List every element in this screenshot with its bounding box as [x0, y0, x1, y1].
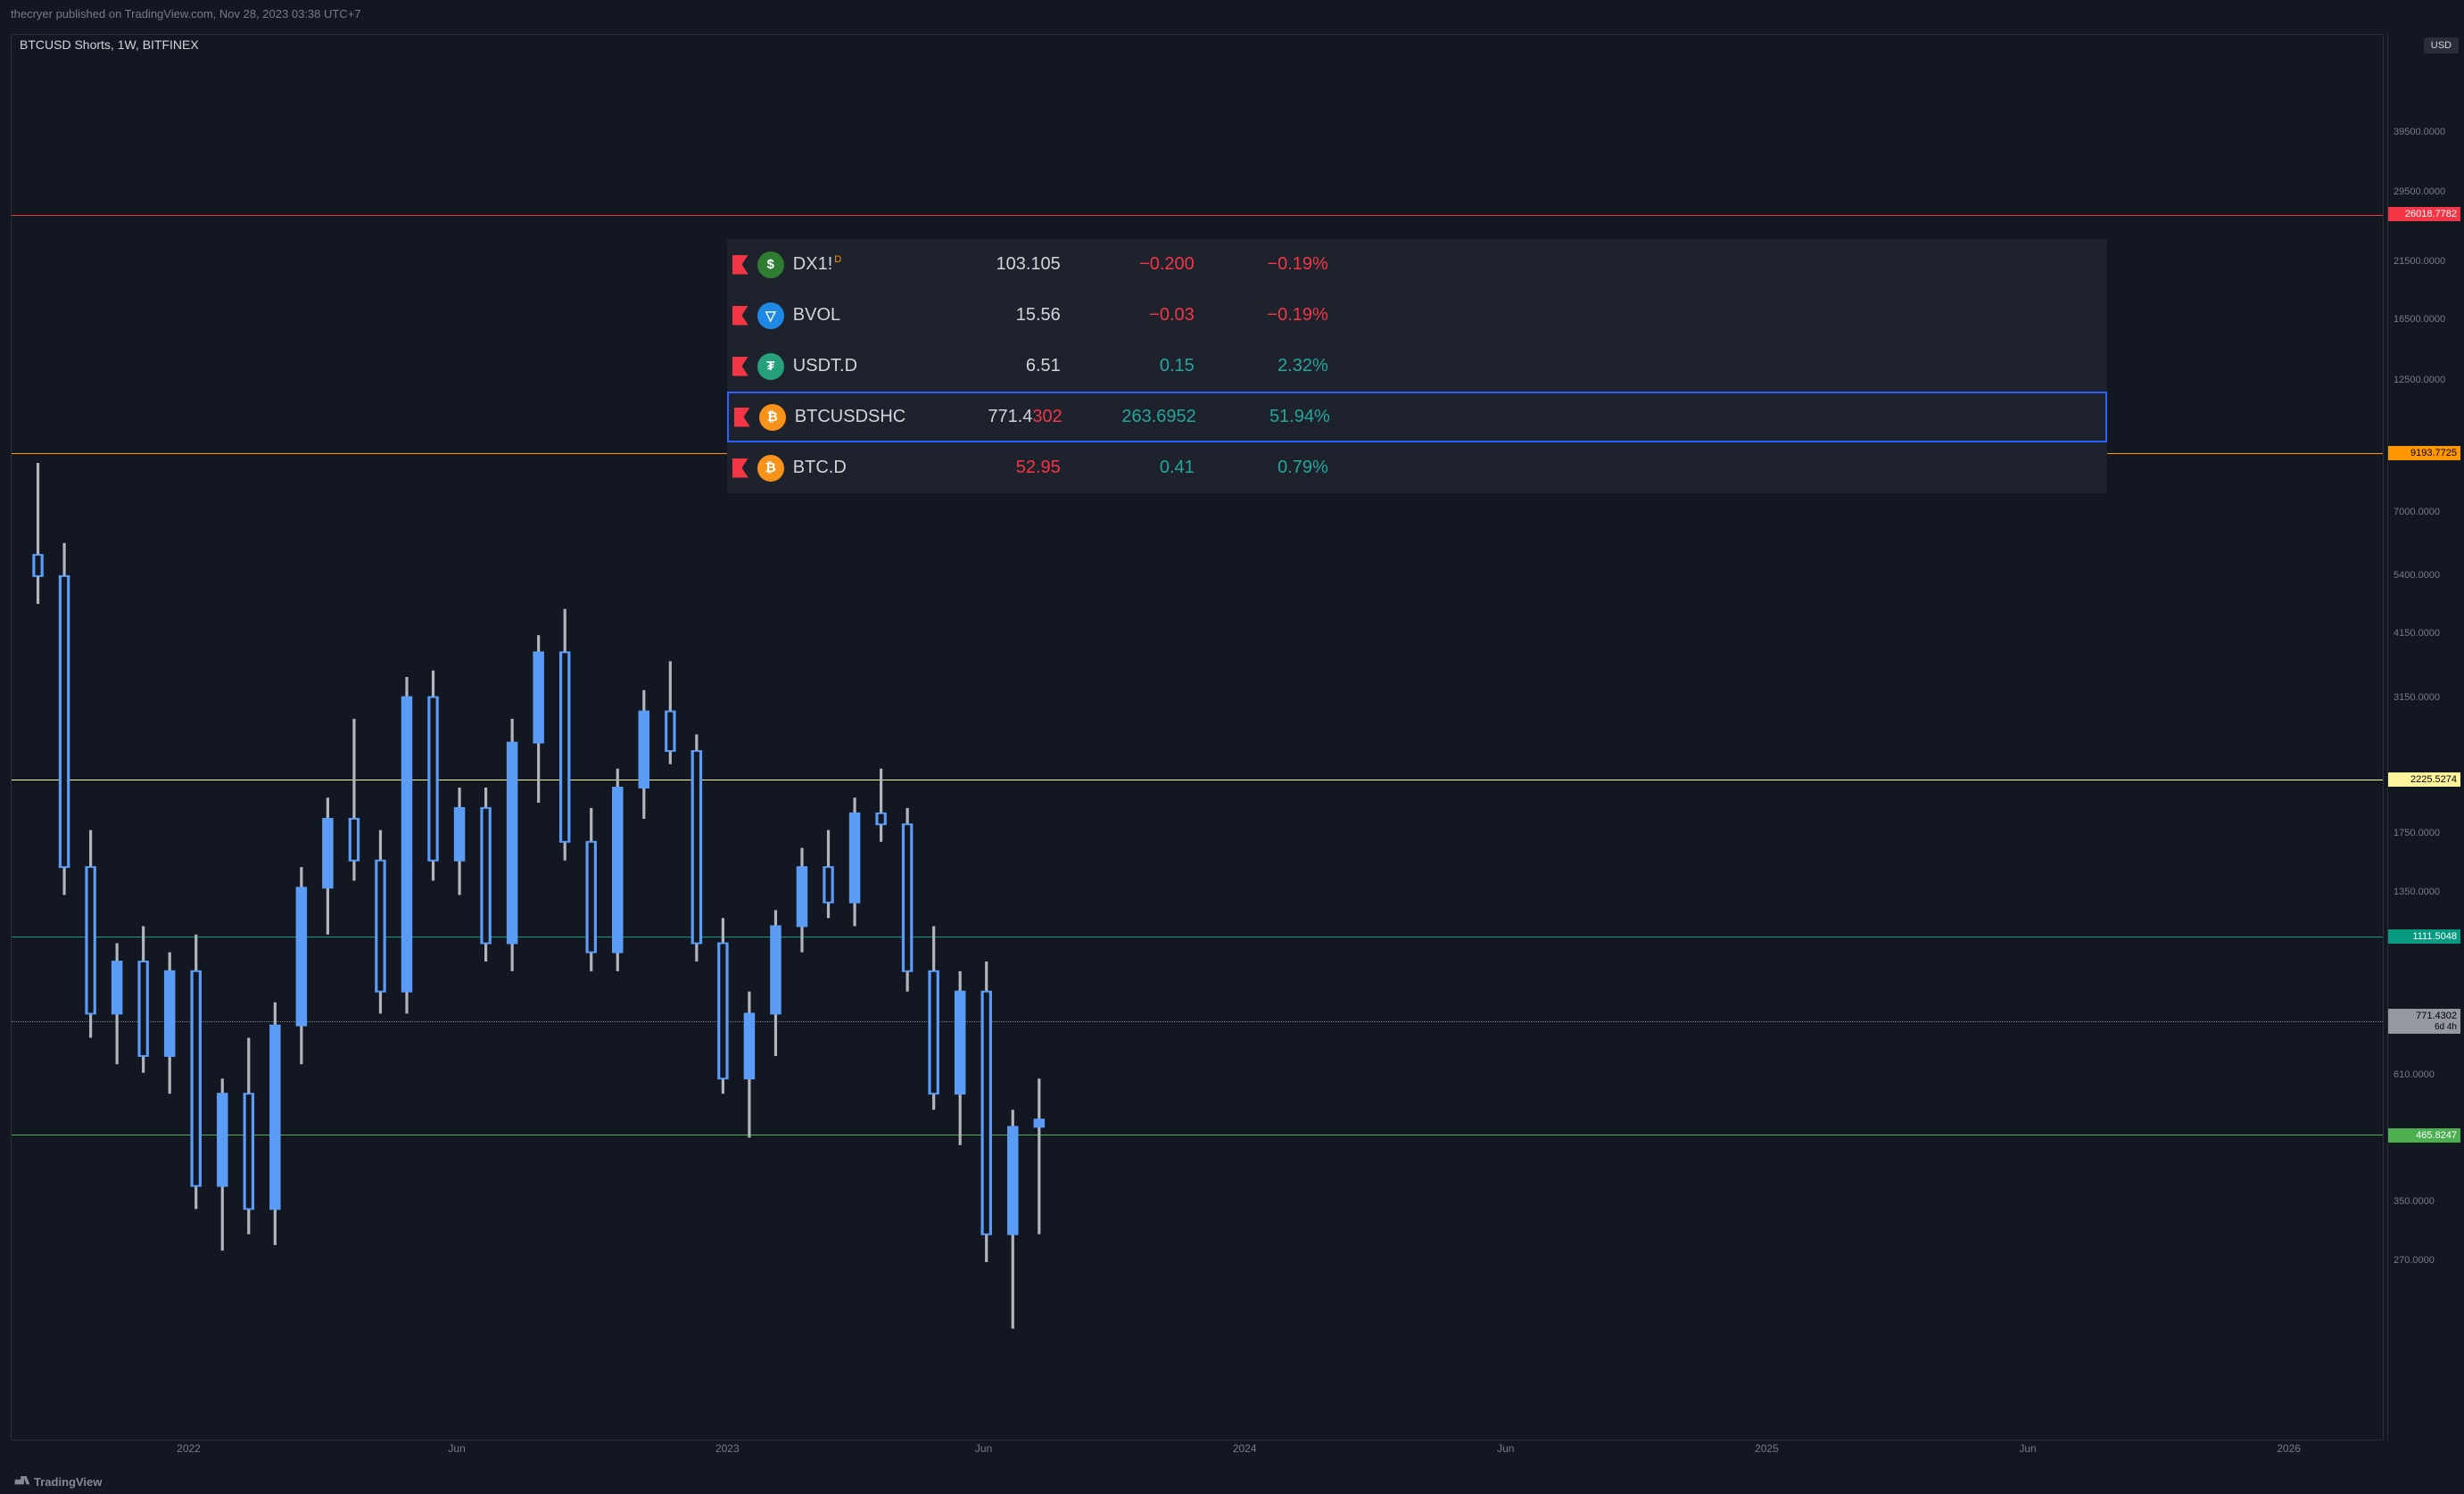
watchlist-row[interactable]: ₿ BTC.D 52.95 0.41 0.79%: [727, 442, 2107, 493]
flag-icon[interactable]: [732, 357, 748, 376]
symbol-name: BTC.D: [793, 458, 927, 478]
watchlist-row[interactable]: ▽ BVOL 15.56 −0.03 −0.19%: [727, 290, 2107, 341]
symbol-price: 52.95: [936, 458, 1061, 478]
y-tick: 7000.0000: [2394, 507, 2440, 517]
watchlist-row[interactable]: ₿ BTCUSDSHC 771.4302 263.6952 51.94%: [727, 392, 2107, 442]
symbol-price: 103.105: [936, 254, 1061, 275]
symbol-pct-change: −0.19%: [1203, 254, 1328, 275]
x-tick: Jun: [975, 1442, 992, 1455]
x-tick: 2025: [1755, 1442, 1779, 1455]
symbol-price: 6.51: [936, 356, 1061, 376]
flag-icon[interactable]: [732, 458, 748, 478]
y-tick: 16500.0000: [2394, 314, 2445, 325]
symbol-icon: ▽: [757, 302, 784, 329]
x-tick: 2022: [177, 1442, 201, 1455]
flag-icon[interactable]: [732, 255, 748, 275]
x-tick: 2026: [2277, 1442, 2301, 1455]
price-badge: 465.8247: [2388, 1128, 2460, 1143]
symbol-change: 0.15: [1070, 356, 1195, 376]
symbol-icon: $: [757, 252, 784, 278]
y-tick: 1350.0000: [2394, 887, 2440, 897]
flag-icon[interactable]: [734, 408, 750, 427]
y-tick: 350.0000: [2394, 1196, 2435, 1207]
x-tick: 2024: [1233, 1442, 1257, 1455]
price-axis[interactable]: USD 39500.0000 29500.0000 21500.0000 16500.…: [2387, 34, 2464, 1440]
y-tick: 610.0000: [2394, 1069, 2435, 1080]
price-badge: 26018.7782: [2388, 207, 2460, 221]
y-tick: 12500.0000: [2394, 375, 2445, 385]
symbol-price: 15.56: [936, 305, 1061, 326]
x-tick: Jun: [2019, 1442, 2036, 1455]
price-badge: 2225.5274: [2388, 772, 2460, 787]
x-tick: Jun: [448, 1442, 465, 1455]
symbol-change: −0.200: [1070, 254, 1195, 275]
price-badge: 9193.7725: [2388, 446, 2460, 460]
publish-info: thecryer published on TradingView.com, N…: [11, 7, 361, 21]
time-axis[interactable]: 2022 Jun 2023 Jun 2024 Jun 2025 Jun 2026: [11, 1442, 2384, 1462]
symbol-pct-change: 0.79%: [1203, 458, 1328, 478]
symbol-change: −0.03: [1070, 305, 1195, 326]
price-badge: 771.43026d 4h: [2388, 1009, 2460, 1034]
symbol-name: BVOL: [793, 305, 927, 326]
y-tick: 5400.0000: [2394, 570, 2440, 581]
tradingview-logo: TradingView: [14, 1475, 102, 1489]
watchlist-row[interactable]: $ DX1!D 103.105 −0.200 −0.19%: [727, 239, 2107, 290]
symbol-name: USDT.D: [793, 356, 927, 376]
symbol-icon: ₿: [759, 404, 786, 431]
symbol-change: 263.6952: [1071, 407, 1196, 427]
symbol-price: 771.4302: [938, 407, 1062, 427]
symbol-icon: ₿: [757, 455, 784, 482]
symbol-name: DX1!D: [793, 254, 927, 275]
watchlist-panel[interactable]: $ DX1!D 103.105 −0.200 −0.19% ▽ BVOL 15.56 −0.03…: [727, 239, 2107, 493]
symbol-icon: ₮: [757, 353, 784, 380]
y-tick: 270.0000: [2394, 1255, 2435, 1266]
y-tick: 4150.0000: [2394, 628, 2440, 639]
watchlist-row[interactable]: ₮ USDT.D 6.51 0.15 2.32%: [727, 341, 2107, 392]
y-tick: 39500.0000: [2394, 127, 2445, 137]
currency-label: USD: [2424, 37, 2459, 54]
x-tick: 2023: [715, 1442, 740, 1455]
symbol-name: BTCUSDSHC: [795, 407, 929, 427]
symbol-change: 0.41: [1070, 458, 1195, 478]
y-tick: 3150.0000: [2394, 692, 2440, 703]
symbol-pct-change: 2.32%: [1203, 356, 1328, 376]
y-tick: 1750.0000: [2394, 828, 2440, 838]
flag-icon[interactable]: [732, 306, 748, 326]
symbol-pct-change: 51.94%: [1205, 407, 1330, 427]
y-tick: 21500.0000: [2394, 256, 2445, 267]
y-tick: 29500.0000: [2394, 186, 2445, 197]
price-badge: 1111.5048: [2388, 929, 2460, 944]
symbol-pct-change: −0.19%: [1203, 305, 1328, 326]
x-tick: Jun: [1497, 1442, 1514, 1455]
